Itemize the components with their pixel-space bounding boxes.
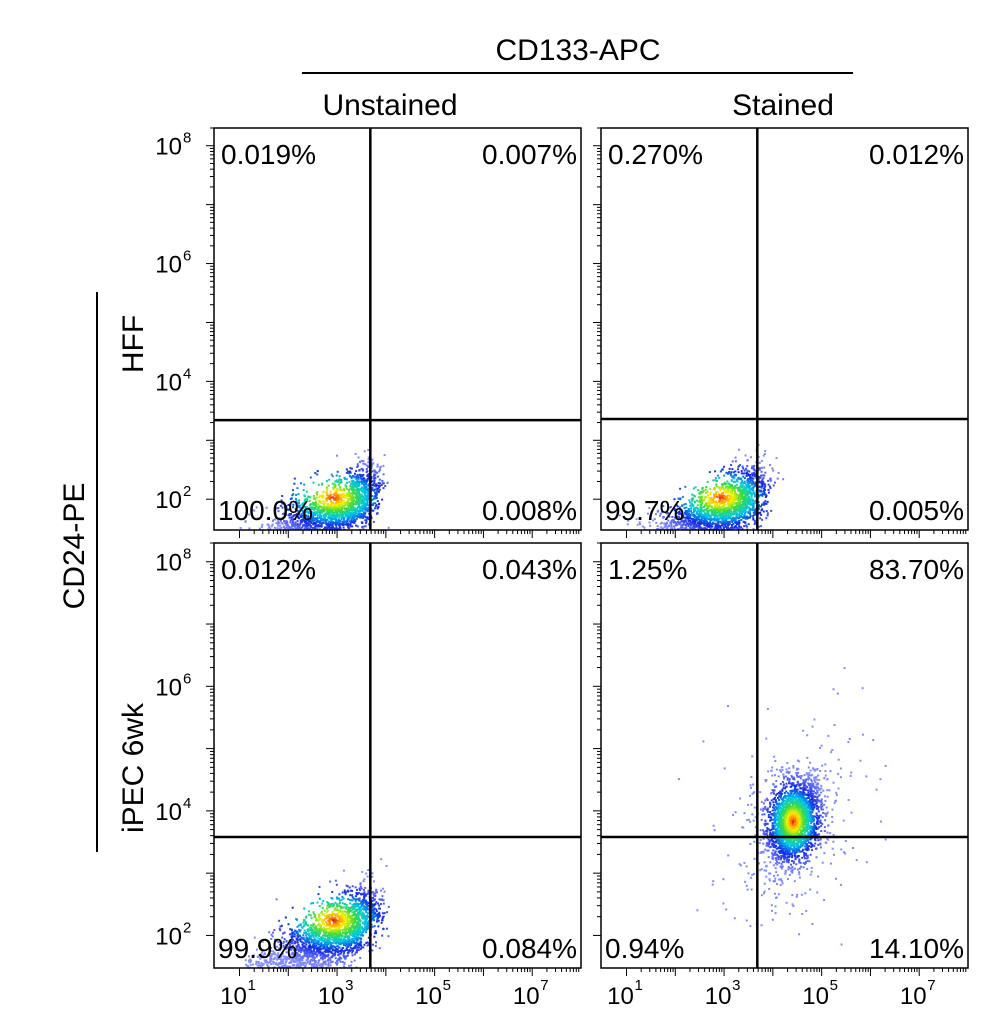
x-tick-label: 10 <box>705 983 732 1010</box>
quadrant-pct-lower-right: 0.084% <box>482 933 577 964</box>
y-tick-exponent: 6 <box>183 248 191 265</box>
y-tick-exponent: 8 <box>183 546 191 563</box>
figure-headers: CD133-APC Unstained Stained CD24-PE HFF … <box>58 34 853 852</box>
quadrant-pct-lower-left: 0.94% <box>605 933 684 964</box>
y-tick-label: 10 <box>155 674 182 701</box>
events <box>618 443 785 530</box>
panel-frame <box>600 127 969 531</box>
panel-1-1: 10 1 10 3 10 5 10 71.25% 83.70%0.94% 14.10% <box>593 542 969 1010</box>
x-tick-label: 10 <box>318 983 345 1010</box>
column-label-unstained: Unstained <box>322 89 457 122</box>
x-tick-exponent: 7 <box>540 977 548 994</box>
quadrant-pct-upper-right: 0.043% <box>482 554 577 585</box>
quadrant-pct-lower-right: 14.10% <box>869 933 964 964</box>
quadrant-pct-upper-left: 1.25% <box>608 554 687 585</box>
y-tick-label: 10 <box>155 134 182 161</box>
y-tick-label: 10 <box>155 369 182 396</box>
x-tick-exponent: 7 <box>927 977 935 994</box>
row-label-ipec: iPEC 6wk <box>117 702 150 833</box>
x-tick-exponent: 3 <box>732 977 740 994</box>
y-tick-label: 10 <box>155 252 182 279</box>
x-tick-label: 10 <box>513 983 540 1010</box>
x-tick-exponent: 5 <box>443 977 451 994</box>
quadrant-pct-upper-right: 83.70% <box>869 554 964 585</box>
quadrant-pct-upper-left: 0.012% <box>221 554 316 585</box>
quadrant-pct-lower-left: 99.9% <box>218 933 297 964</box>
x-tick-exponent: 1 <box>248 977 256 994</box>
x-group-label: CD133-APC <box>495 34 660 67</box>
column-label-stained: Stained <box>732 89 834 122</box>
quadrant-pct-lower-left: 100.0% <box>218 495 313 526</box>
y-tick-label: 10 <box>155 799 182 826</box>
row-label-hff: HFF <box>117 315 150 373</box>
x-tick-exponent: 1 <box>635 977 643 994</box>
events <box>239 449 390 530</box>
y-group-label: CD24-PE <box>58 483 91 610</box>
panel-frame <box>213 542 582 969</box>
y-tick-exponent: 2 <box>183 919 191 936</box>
panel-0-1: 0.270% 0.012% 99.7% 0.005% <box>593 127 969 538</box>
quadrant-pct-upper-right: 0.007% <box>482 139 577 170</box>
quadrant-pct-upper-right: 0.012% <box>869 139 964 170</box>
panel-1-0: 10 210 410 610 810 1 10 3 10 5 10 70.012% 0.043%99.9… <box>155 542 582 1010</box>
y-tick-label: 10 <box>155 550 182 577</box>
x-tick-label: 10 <box>220 983 247 1010</box>
y-tick-exponent: 4 <box>183 365 191 382</box>
panel-frame <box>600 542 969 969</box>
quadrant-pct-lower-left: 99.7% <box>605 495 684 526</box>
y-tick-exponent: 4 <box>183 795 191 812</box>
x-tick-label: 10 <box>607 983 634 1010</box>
quadrant-pct-lower-right: 0.008% <box>482 495 577 526</box>
y-tick-exponent: 6 <box>183 670 191 687</box>
quadrant-pct-upper-left: 0.019% <box>221 139 316 170</box>
events <box>677 667 887 946</box>
x-tick-label: 10 <box>802 983 829 1010</box>
quadrant-pct-upper-left: 0.270% <box>608 139 703 170</box>
x-tick-label: 10 <box>900 983 927 1010</box>
panel-frame <box>213 127 582 531</box>
y-tick-label: 10 <box>155 923 182 950</box>
x-tick-exponent: 3 <box>345 977 353 994</box>
y-tick-exponent: 2 <box>183 483 191 500</box>
quadrant-pct-lower-right: 0.005% <box>869 495 964 526</box>
y-tick-exponent: 8 <box>183 130 191 147</box>
x-tick-exponent: 5 <box>830 977 838 994</box>
x-tick-label: 10 <box>415 983 442 1010</box>
y-tick-label: 10 <box>155 487 182 514</box>
